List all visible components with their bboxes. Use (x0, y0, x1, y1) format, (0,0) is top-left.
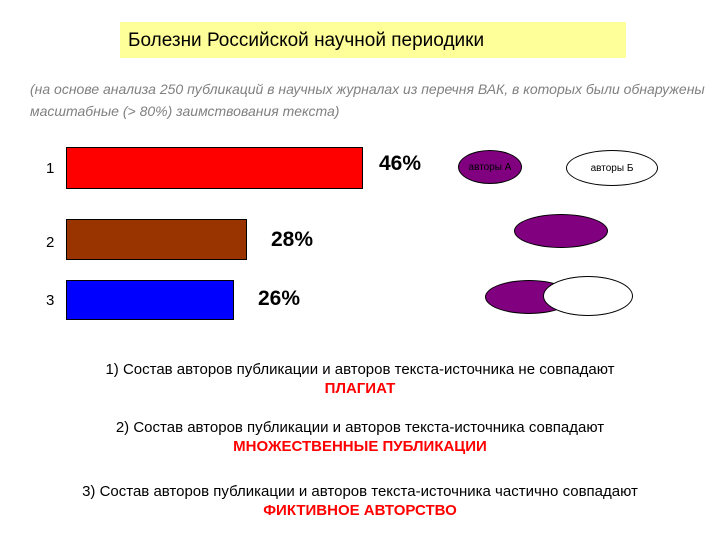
partial-authors-b-ellipse (543, 276, 633, 316)
bar-1-number: 1 (46, 160, 55, 177)
title-box (120, 22, 626, 58)
bar-1-value-label: 46% (379, 152, 422, 175)
explanation-3-text: 3) Состав авторов публикации и авторов т… (82, 483, 638, 500)
bar-3-value-label: 26% (258, 287, 301, 310)
explanation-3: 3) Состав авторов публикации и авторов т… (10, 482, 710, 520)
authors-a-ellipse: авторы А (458, 150, 522, 184)
explanation-2-text: 2) Состав авторов публикации и авторов т… (115, 419, 605, 436)
authors-b-ellipse: авторы Б (566, 150, 658, 186)
authors-a-label: авторы А (468, 161, 512, 173)
bar-2-number: 2 (46, 234, 55, 251)
explanation-1: 1) Состав авторов публикации и авторов т… (20, 360, 700, 398)
bar-3 (66, 280, 234, 320)
bar-2-value-label: 28% (271, 228, 314, 251)
explanation-2: 2) Состав авторов публикации и авторов т… (20, 418, 700, 456)
subtitle: (на основе анализа 250 публикаций в науч… (30, 81, 705, 119)
authors-b-label: авторы Б (590, 162, 634, 174)
explanation-2-term: МНОЖЕСТВЕННЫЕ ПУБЛИКАЦИИ (233, 438, 487, 455)
bar-1 (66, 147, 363, 189)
explanation-1-term: ПЛАГИАТ (324, 380, 396, 397)
explanation-1-text: 1) Состав авторов публикации и авторов т… (105, 361, 615, 378)
explanation-3-term: ФИКТИВНОЕ АВТОРСТВО (263, 502, 457, 519)
bar-2 (66, 219, 247, 260)
bar-3-number: 3 (46, 292, 55, 309)
page-title: Болезни Российской научной периодики (128, 30, 485, 51)
coinciding-authors-ellipse (514, 214, 608, 248)
